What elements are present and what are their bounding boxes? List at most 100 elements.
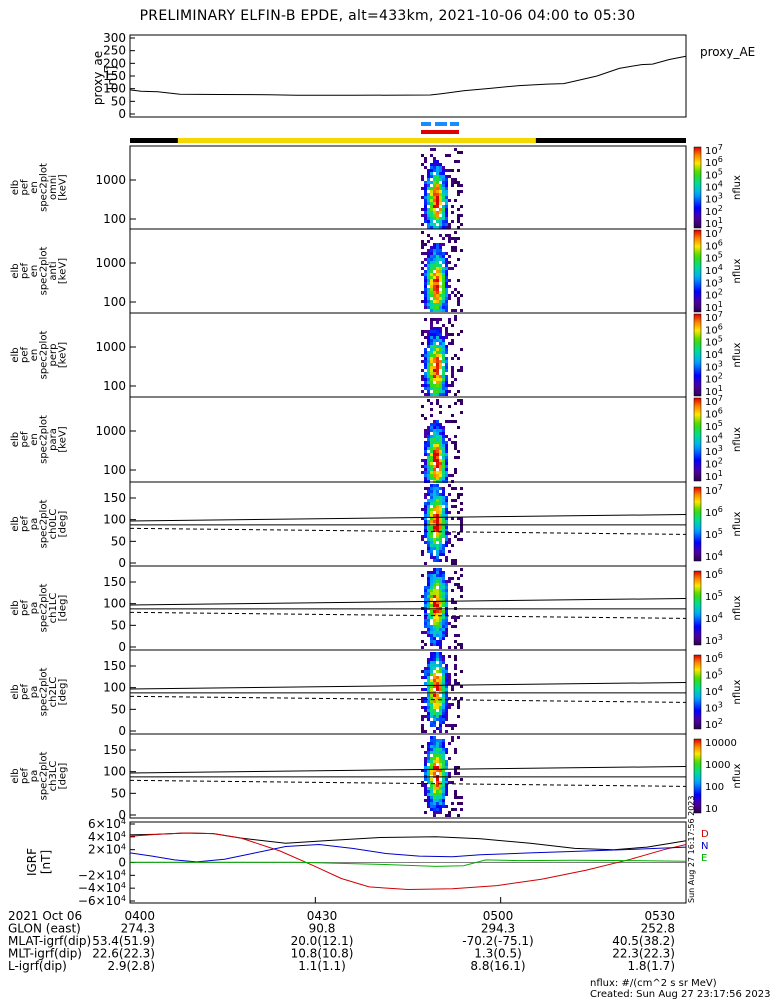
- pitch-ylabel-line: [deg]: [58, 511, 69, 538]
- spectrogram-pixel: [421, 781, 424, 784]
- spectrogram-pixel: [427, 802, 430, 805]
- spectrogram-pixel: [433, 703, 436, 706]
- spectrogram-pixel: [427, 694, 430, 697]
- spectrogram-pixel: [430, 208, 433, 211]
- spectrogram-pixel: [424, 243, 427, 246]
- spectrogram-pixel: [445, 196, 448, 199]
- energy-tick-label: 1000: [95, 424, 126, 438]
- spectrogram-pixel: [439, 279, 442, 282]
- spectrogram-pixel: [424, 450, 427, 453]
- spectrogram-pixel: [427, 547, 430, 550]
- spectrogram-pixel: [454, 664, 457, 667]
- spectrogram-pixel: [445, 333, 448, 336]
- spectrogram-pixel: [439, 465, 442, 468]
- spectrogram-pixel: [430, 517, 433, 520]
- spectrogram-pixel: [436, 625, 439, 628]
- spectrogram-pixel: [433, 223, 436, 226]
- spectrogram-pixel: [430, 220, 433, 223]
- spectrogram-pixel: [421, 291, 424, 294]
- spectrogram-pixel: [439, 351, 442, 354]
- spectrogram-pixel: [427, 240, 430, 243]
- spectrogram-pixel: [424, 381, 427, 384]
- spectrogram-pixel: [445, 805, 448, 808]
- spectrogram-pixel: [442, 474, 445, 477]
- colorbar-tick-label: 107: [705, 483, 723, 497]
- spectrogram-pixel: [427, 709, 430, 712]
- spectrogram-pixel: [436, 255, 439, 258]
- spectrogram-pixel: [427, 375, 430, 378]
- colorbar-tick-label: 105: [705, 419, 723, 433]
- spectrogram-pixel: [454, 616, 457, 619]
- spectrogram-pixel: [448, 757, 451, 760]
- spectrogram-pixel: [439, 444, 442, 447]
- spectrogram-pixel: [439, 453, 442, 456]
- spectrogram-pixel: [454, 354, 457, 357]
- spectrogram-pixel: [442, 583, 445, 586]
- spectrogram-pixel: [451, 802, 454, 805]
- spectrogram-pixel: [430, 202, 433, 205]
- spectrogram-pixel: [445, 450, 448, 453]
- colorbar-label-text: nflux: [732, 511, 743, 536]
- spectrogram-pixel: [427, 781, 430, 784]
- igrf-tick-label: 0: [118, 856, 126, 870]
- spectrogram-pixel: [451, 414, 454, 417]
- spectrogram-pixel: [433, 631, 436, 634]
- spectrogram-pixel: [445, 625, 448, 628]
- colorbar-tick-label: 103: [705, 444, 723, 458]
- spectrogram-pixel: [445, 345, 448, 348]
- spectrogram-pixel: [445, 595, 448, 598]
- spectrogram-pixel: [457, 517, 460, 520]
- spectrogram-pixel: [433, 490, 436, 493]
- spectrogram-pixel: [436, 220, 439, 223]
- igrf-tick-label: −4×104: [78, 881, 126, 895]
- spectrogram-pixel: [427, 718, 430, 721]
- spectrogram-pixel: [430, 547, 433, 550]
- spectrogram-pixel: [430, 273, 433, 276]
- spectrogram-pixel: [442, 553, 445, 556]
- spectrogram-pixel: [436, 282, 439, 285]
- spectrogram-pixel: [436, 249, 439, 252]
- spectrogram-pixel: [430, 387, 433, 390]
- spectrogram-pixel: [424, 166, 427, 169]
- spectrogram-pixel: [427, 441, 430, 444]
- spectrogram-pixel: [439, 646, 442, 649]
- spectrogram-pixel: [457, 700, 460, 703]
- spectrogram-pixel: [433, 769, 436, 772]
- colorbar-tick-label: 105: [705, 251, 723, 265]
- spectrogram-pixel: [421, 231, 424, 234]
- pitch-tick-label: 0: [118, 808, 126, 822]
- spectrogram-pixel: [427, 291, 430, 294]
- spectrogram-pixel: [457, 715, 460, 718]
- spectrogram-pixel: [439, 450, 442, 453]
- spectrogram-pixel: [421, 267, 424, 270]
- footer-value: 2.9(2.8): [107, 959, 155, 973]
- spectrogram-pixel: [433, 763, 436, 766]
- spectrogram-pixel: [436, 496, 439, 499]
- spectrogram-pixel: [433, 163, 436, 166]
- spectrogram-pixel: [433, 577, 436, 580]
- spectrogram-pixel: [436, 748, 439, 751]
- spectrogram-pixel: [430, 592, 433, 595]
- spectrogram-pixel: [424, 330, 427, 333]
- spectrogram-pixel: [421, 535, 424, 538]
- colorbar-tick-label: 101: [705, 384, 723, 398]
- spectrogram-pixel: [427, 538, 430, 541]
- energy-ylabel-line: elb: [10, 347, 21, 362]
- spectrogram-pixel: [454, 420, 457, 423]
- pitch-ylabel-line: spec2plot: [39, 668, 50, 717]
- spectrogram-pixel: [421, 252, 424, 255]
- spectrogram-pixel: [424, 598, 427, 601]
- colorbar-label-text: nflux: [732, 258, 743, 283]
- spectrogram-pixel: [448, 703, 451, 706]
- spectrogram-pixel: [436, 583, 439, 586]
- spectrogram-pixel: [445, 514, 448, 517]
- spectrogram-pixel: [424, 505, 427, 508]
- spectrogram-pixel: [439, 637, 442, 640]
- spectrogram-pixel: [442, 574, 445, 577]
- spectrogram-pixel: [436, 432, 439, 435]
- spectrogram-pixel: [439, 217, 442, 220]
- spectrogram-pixel: [442, 676, 445, 679]
- spectrogram-pixel: [427, 619, 430, 622]
- colorbar-tick-label: 103: [705, 701, 723, 715]
- spectrogram-pixel: [460, 589, 463, 592]
